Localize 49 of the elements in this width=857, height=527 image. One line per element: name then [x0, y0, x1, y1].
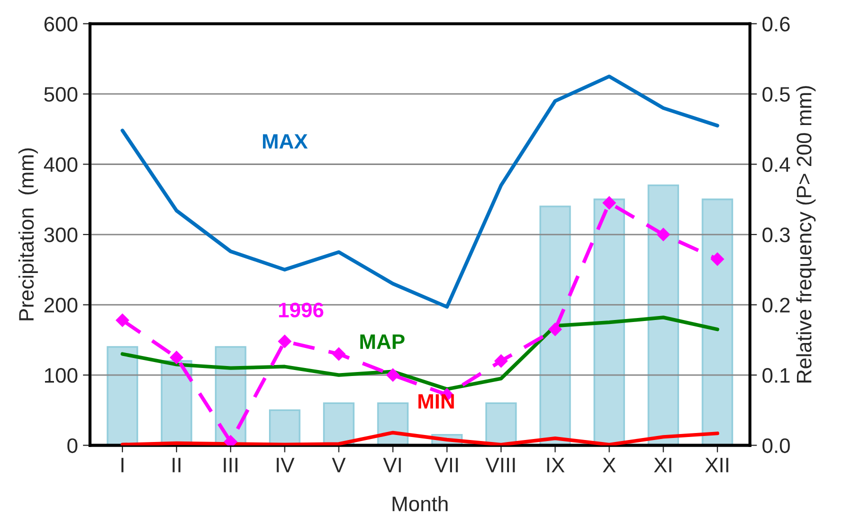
y-axis-title: Precipitation (mm)	[18, 148, 38, 320]
series-label: MAP	[360, 334, 405, 349]
y2-tick-label: 0.5	[762, 86, 790, 102]
x-tick-label: II	[172, 458, 180, 472]
y-tick-label: 600	[44, 16, 78, 32]
point	[656, 228, 670, 242]
y2-tick-label: 0.3	[762, 228, 790, 242]
bar	[648, 184, 680, 446]
y-tick-label: 200	[44, 298, 78, 313]
point	[494, 354, 508, 368]
x-tick-label: VIII	[486, 458, 515, 472]
point	[170, 350, 184, 364]
y2-tick-label: 0.2	[762, 298, 790, 313]
x-tick-label: III	[224, 458, 238, 472]
point	[548, 322, 562, 336]
series-label: 1996	[279, 302, 324, 318]
text: MAX	[262, 134, 308, 149]
x-tick-label: V	[332, 458, 346, 472]
x-tick-label: IV	[276, 458, 294, 472]
bar	[539, 206, 571, 446]
point	[332, 347, 346, 361]
point	[116, 314, 130, 327]
x-tick-label: VII	[434, 458, 458, 472]
y2-axis-title: Relative frequency (P> 200 mm)	[796, 86, 816, 382]
y2-tick-label: 0.4	[762, 157, 790, 172]
bar	[323, 402, 355, 446]
point	[602, 196, 616, 210]
point	[710, 252, 724, 266]
y-tick-label: 300	[44, 228, 78, 242]
y-tick-label: 500	[44, 86, 78, 102]
y-tick-label: 100	[45, 368, 78, 383]
y-tick-label: 0	[67, 438, 78, 454]
y2-tick-label: 0.1	[762, 368, 790, 383]
x-tick-label: IX	[547, 458, 565, 472]
series-label: MIN	[418, 394, 454, 409]
x-tick-label: X	[602, 458, 616, 472]
x-axis-title: Month	[392, 496, 448, 512]
y2-tick-label: 0.0	[762, 438, 790, 454]
point	[278, 334, 292, 348]
bar	[702, 198, 734, 446]
point	[386, 368, 400, 382]
x-tick-label: I	[121, 458, 124, 472]
line-series	[120, 430, 720, 446]
y-tick-label: 400	[44, 157, 78, 172]
x-tick-label: XI	[654, 458, 672, 472]
x-tick-label: XII	[705, 458, 728, 472]
y2-tick-label: 0.6	[762, 16, 790, 32]
bar	[106, 346, 138, 446]
x-tick-label: VI	[383, 458, 401, 472]
